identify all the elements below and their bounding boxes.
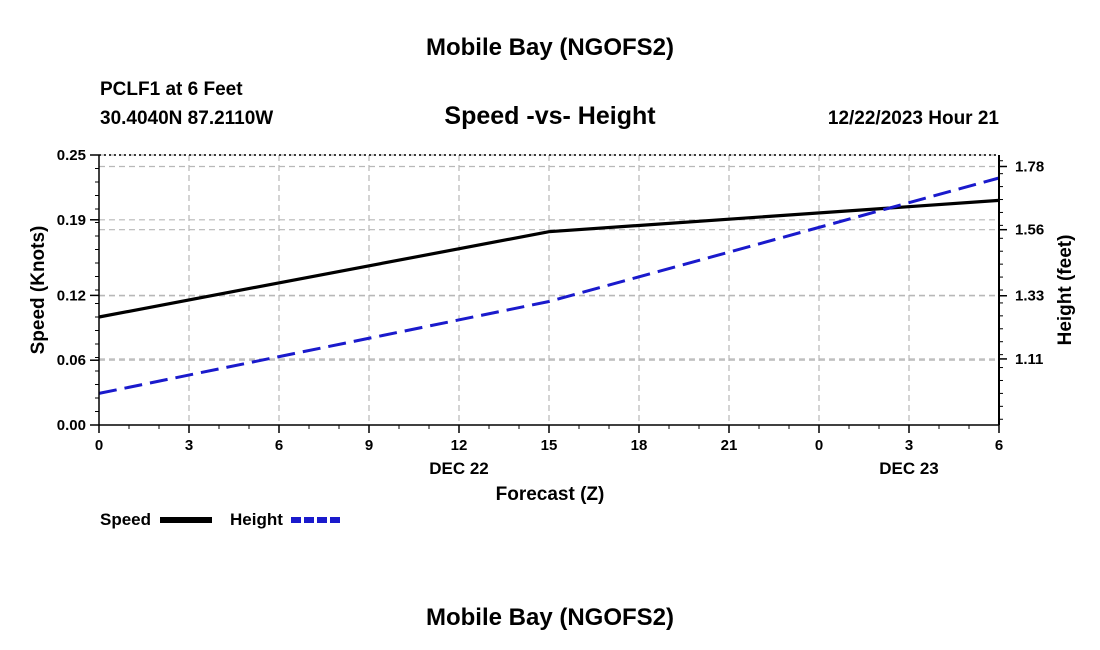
x-tick-label: 0 bbox=[815, 437, 823, 454]
footer-title: Mobile Bay (NGOFS2) bbox=[426, 604, 674, 631]
legend-label-height: Height bbox=[230, 510, 283, 529]
left-tick-label: 0.19 bbox=[57, 212, 86, 229]
right-tick-label: 1.56 bbox=[1015, 222, 1044, 239]
x-tick-label: 3 bbox=[905, 437, 913, 454]
x-axis: 0 3 6 9 12 15 18 21 0 3 6 DEC 22 DEC 23 bbox=[95, 425, 1003, 478]
x-tick-label: 15 bbox=[541, 437, 558, 454]
page-title: Mobile Bay (NGOFS2) bbox=[426, 34, 674, 61]
left-tick-label: 0.06 bbox=[57, 352, 86, 369]
x-tick-label: 3 bbox=[185, 437, 193, 454]
right-tick-label: 1.11 bbox=[1015, 351, 1043, 368]
left-tick-label: 0.25 bbox=[57, 147, 86, 164]
right-tick-label: 1.78 bbox=[1015, 158, 1044, 175]
right-y-axis: 1.11 1.33 1.56 1.78 bbox=[999, 158, 1044, 420]
x-date-label: DEC 23 bbox=[879, 459, 939, 478]
x-tick-label: 0 bbox=[95, 437, 103, 454]
left-tick-label: 0.12 bbox=[57, 287, 86, 304]
series-lines bbox=[98, 176, 1000, 395]
left-y-axis: 0.00 0.06 0.12 0.19 0.25 bbox=[57, 147, 99, 434]
right-axis-label: Height (feet) bbox=[1055, 235, 1076, 346]
chart-title: Speed -vs- Height bbox=[444, 102, 656, 130]
series-line-height bbox=[98, 176, 1000, 395]
station-coordinates: 30.4040N 87.2110W bbox=[100, 108, 273, 129]
x-tick-label: 21 bbox=[721, 437, 738, 454]
x-tick-label: 18 bbox=[631, 437, 648, 454]
series-line-speed bbox=[98, 198, 1000, 319]
station-name: PCLF1 at 6 Feet bbox=[100, 79, 243, 100]
x-tick-label: 9 bbox=[365, 437, 373, 454]
x-tick-label: 12 bbox=[451, 437, 468, 454]
left-tick-label: 0.00 bbox=[57, 417, 86, 434]
x-tick-label: 6 bbox=[995, 437, 1003, 454]
x-tick-label: 6 bbox=[275, 437, 283, 454]
x-axis-label: Forecast (Z) bbox=[496, 484, 605, 505]
right-tick-label: 1.33 bbox=[1015, 288, 1044, 305]
legend-label-speed: Speed bbox=[100, 510, 151, 529]
left-axis-label: Speed (Knots) bbox=[28, 226, 49, 355]
legend: Speed Height bbox=[100, 510, 343, 529]
forecast-datetime: 12/22/2023 Hour 21 bbox=[828, 108, 1000, 129]
x-date-label: DEC 22 bbox=[429, 459, 489, 478]
